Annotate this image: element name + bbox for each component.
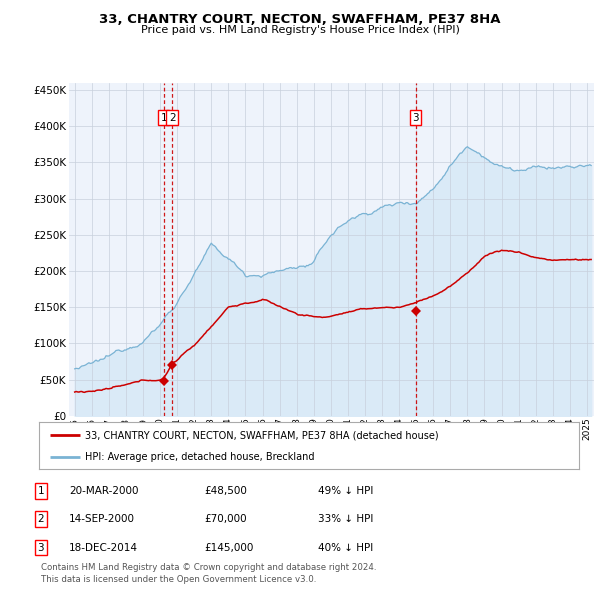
- Text: 33% ↓ HPI: 33% ↓ HPI: [318, 514, 373, 524]
- Text: 14-SEP-2000: 14-SEP-2000: [69, 514, 135, 524]
- Text: Contains HM Land Registry data © Crown copyright and database right 2024.: Contains HM Land Registry data © Crown c…: [41, 563, 376, 572]
- Text: HPI: Average price, detached house, Breckland: HPI: Average price, detached house, Brec…: [85, 453, 314, 462]
- Text: This data is licensed under the Open Government Licence v3.0.: This data is licensed under the Open Gov…: [41, 575, 316, 584]
- Text: 40% ↓ HPI: 40% ↓ HPI: [318, 543, 373, 552]
- Text: £145,000: £145,000: [204, 543, 253, 552]
- Text: 1: 1: [160, 113, 167, 123]
- Text: 2: 2: [37, 514, 44, 524]
- Text: 49% ↓ HPI: 49% ↓ HPI: [318, 486, 373, 496]
- Text: 33, CHANTRY COURT, NECTON, SWAFFHAM, PE37 8HA (detached house): 33, CHANTRY COURT, NECTON, SWAFFHAM, PE3…: [85, 430, 439, 440]
- Text: £70,000: £70,000: [204, 514, 247, 524]
- Text: 3: 3: [37, 543, 44, 552]
- Text: 3: 3: [412, 113, 419, 123]
- Text: 33, CHANTRY COURT, NECTON, SWAFFHAM, PE37 8HA: 33, CHANTRY COURT, NECTON, SWAFFHAM, PE3…: [99, 13, 501, 26]
- Text: Price paid vs. HM Land Registry's House Price Index (HPI): Price paid vs. HM Land Registry's House …: [140, 25, 460, 35]
- Text: 2: 2: [169, 113, 175, 123]
- Text: £48,500: £48,500: [204, 486, 247, 496]
- Text: 1: 1: [37, 486, 44, 496]
- Text: 20-MAR-2000: 20-MAR-2000: [69, 486, 139, 496]
- Text: 18-DEC-2014: 18-DEC-2014: [69, 543, 138, 552]
